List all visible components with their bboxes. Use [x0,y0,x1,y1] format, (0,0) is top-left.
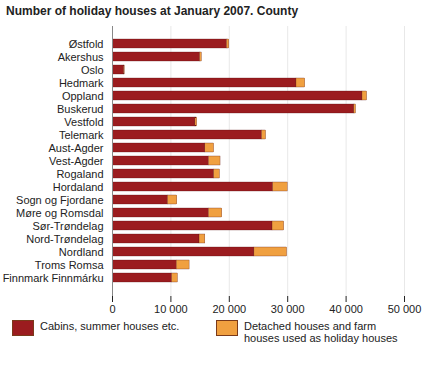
svg-text:Vestfold: Vestfold [64,116,103,128]
svg-text:Buskerud: Buskerud [57,103,103,115]
svg-text:Hedmark: Hedmark [59,77,104,89]
svg-text:Akershus: Akershus [58,51,104,63]
svg-text:40 000: 40 000 [329,303,363,315]
svg-text:Møre og Romsdal: Møre og Romsdal [16,207,103,219]
svg-text:Nord-Trøndelag: Nord-Trøndelag [26,233,103,245]
svg-text:Vest-Agder: Vest-Agder [49,155,104,167]
svg-text:Telemark: Telemark [59,129,104,141]
svg-text:Sogn og Fjordane: Sogn og Fjordane [16,194,103,206]
svg-text:Østfold: Østfold [69,38,104,50]
svg-text:Sør-Trøndelag: Sør-Trøndelag [32,220,103,232]
svg-text:Hordaland: Hordaland [53,181,104,193]
svg-text:Troms Romsa: Troms Romsa [35,259,105,271]
svg-text:30 000: 30 000 [271,303,305,315]
svg-text:Rogaland: Rogaland [56,168,103,180]
svg-text:10 000: 10 000 [154,303,188,315]
svg-text:Oppland: Oppland [62,90,104,102]
svg-text:Aust-Agder: Aust-Agder [48,142,103,154]
html-text:Detached houses and farm house: Detached houses and farm houses used as … [244,320,398,344]
html-text:Cabins, summer houses etc.: Cabins, summer houses etc. [40,320,180,332]
svg-text:Oslo: Oslo [81,64,104,76]
svg-text:20 000: 20 000 [212,303,246,315]
svg-text:0: 0 [109,303,115,315]
svg-text:50 000: 50 000 [388,303,422,315]
svg-text:Nordland: Nordland [59,246,104,258]
html-text:Number of holiday houses at Ja: Number of holiday houses at January 2007… [6,4,299,18]
svg-text:Finnmark Finnmárku: Finnmark Finnmárku [3,272,104,284]
